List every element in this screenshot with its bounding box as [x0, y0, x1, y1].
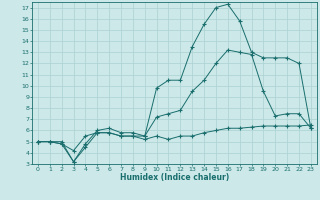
X-axis label: Humidex (Indice chaleur): Humidex (Indice chaleur): [120, 173, 229, 182]
